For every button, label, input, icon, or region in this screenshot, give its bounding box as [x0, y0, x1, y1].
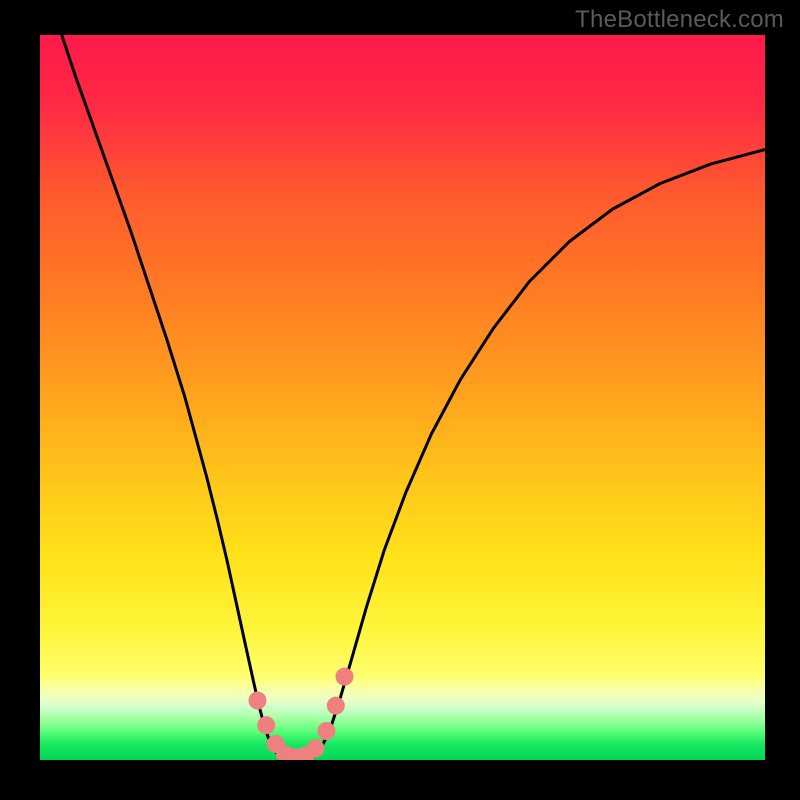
plot-area — [40, 35, 765, 760]
curve-marker — [317, 722, 335, 740]
curve-marker — [327, 697, 345, 715]
curve-marker — [307, 739, 325, 757]
chart-canvas: TheBottleneck.com — [0, 0, 800, 800]
curve-marker — [336, 668, 354, 686]
curve-marker — [257, 716, 275, 734]
chart-svg — [40, 35, 765, 760]
watermark-text: TheBottleneck.com — [575, 6, 784, 34]
curve-marker — [249, 692, 267, 710]
gradient-background — [40, 35, 765, 760]
